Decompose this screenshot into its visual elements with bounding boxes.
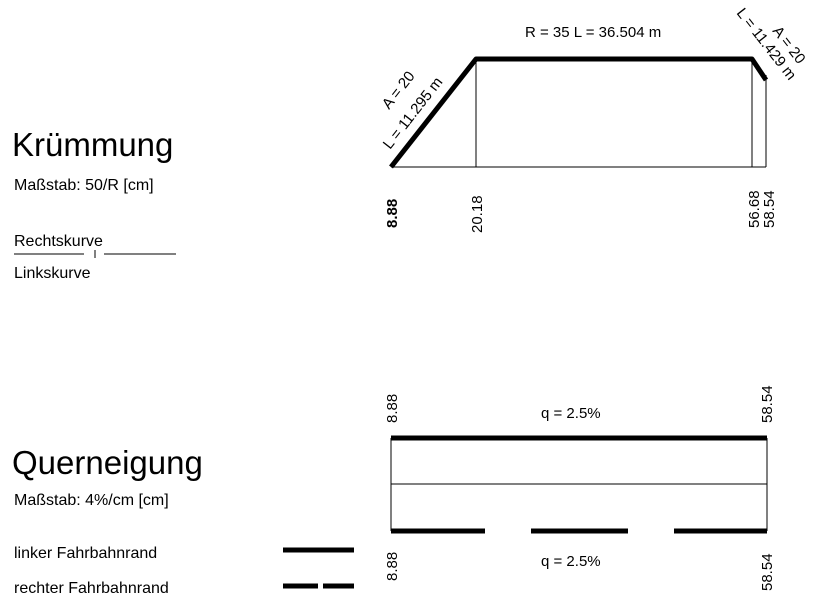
querneigung-scale: Maßstab: 4%/cm [cm] <box>14 492 169 509</box>
top-station-label: 58.54 <box>759 385 776 423</box>
curvature-line <box>389 56 769 169</box>
top-crossfall-label: q = 2.5% <box>541 405 601 422</box>
legend-rechtskurve: Rechtskurve <box>14 233 103 250</box>
curvature-station-label: 56.68 <box>746 190 763 228</box>
legend-linkskurve: Linkskurve <box>14 265 91 282</box>
bottom-station-label: 8.88 <box>384 552 401 581</box>
curvature-band: A = 20 L = 11.295 m R = 35 L = 36.504 m … <box>379 5 809 233</box>
legend-rechter-fahrbahnrand: rechter Fahrbahnrand <box>14 580 169 597</box>
kruemmung-title: Krümmung <box>12 126 173 163</box>
bottom-crossfall-label: q = 2.5% <box>541 553 601 570</box>
curvature-station-label: 20.18 <box>469 195 486 233</box>
kruemmung-scale: Maßstab: 50/R [cm] <box>14 177 154 194</box>
bottom-station-label: 58.54 <box>759 553 776 591</box>
curvature-station-label: 8.88 <box>384 199 401 228</box>
querneigung-title: Querneigung <box>12 444 203 481</box>
arc-label: R = 35 L = 36.504 m <box>525 24 661 41</box>
legend-linker-fahrbahnrand: linker Fahrbahnrand <box>14 545 157 562</box>
superelevation-band: q = 2.5% q = 2.5% 8.88 58.54 8.88 58.54 <box>384 385 776 591</box>
curvature-station-label: 58.54 <box>761 190 778 228</box>
top-station-label: 8.88 <box>384 394 401 423</box>
